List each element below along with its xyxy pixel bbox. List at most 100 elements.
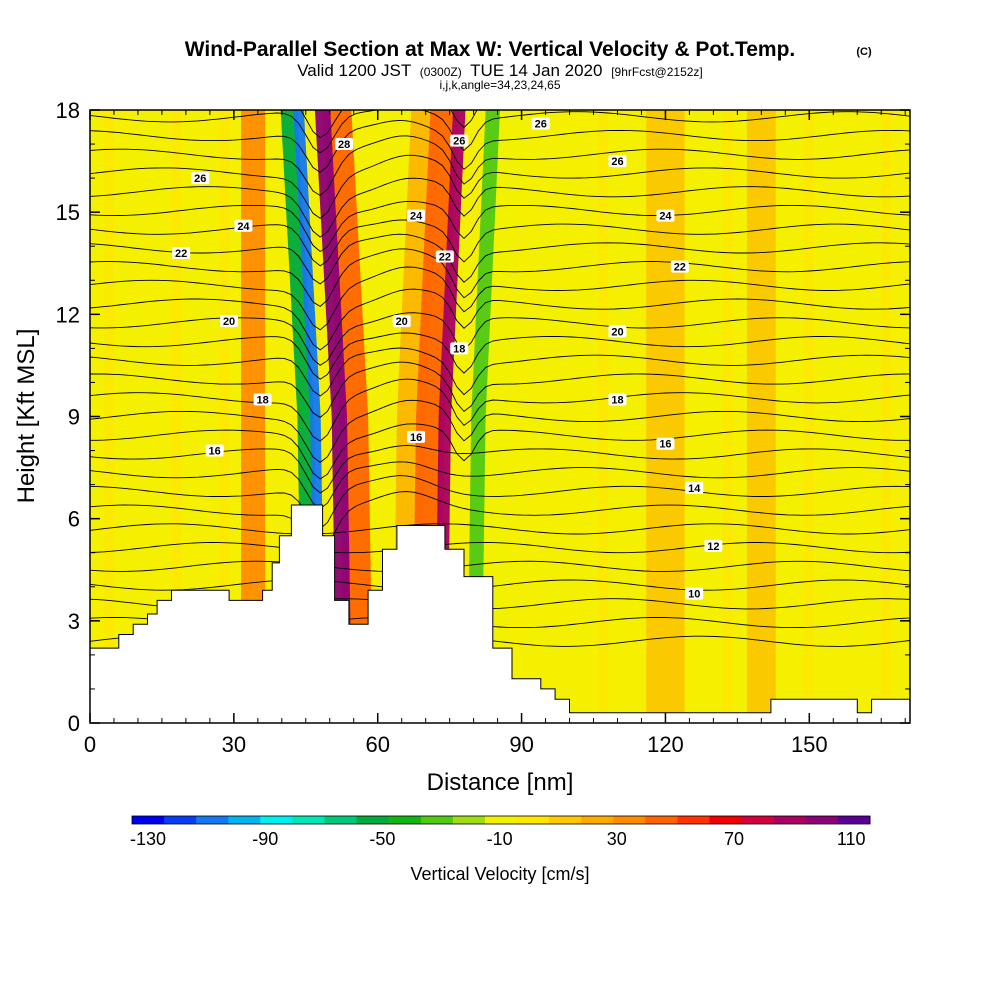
contour-label: 12 — [707, 541, 719, 553]
contour-label: 26 — [535, 119, 547, 131]
y-tick-label: 9 — [68, 405, 80, 430]
colorbar-swatch — [741, 816, 775, 824]
theta-contours — [90, 110, 910, 647]
contour-label: 22 — [674, 262, 686, 274]
contour-label: 10 — [688, 589, 700, 601]
contour-label: 24 — [410, 211, 423, 223]
theta-contour-line — [90, 461, 910, 510]
y-tick-label: 6 — [68, 507, 80, 532]
theta-contour-line — [90, 135, 910, 197]
theta-contour-line — [90, 491, 910, 553]
contour-label-bg — [656, 437, 675, 450]
theta-contour-line — [90, 110, 910, 154]
subtitle-date: TUE 14 Jan 2020 — [470, 61, 602, 80]
colorbar-swatch — [132, 816, 165, 824]
y-axis-label: Height [Kft MSL] — [13, 329, 40, 504]
contour-label: 20 — [223, 316, 235, 328]
theta-contour-line — [90, 233, 910, 285]
contour-label-bg — [531, 117, 550, 130]
x-axis-label: Distance [nm] — [427, 769, 574, 796]
contour-label: 22 — [439, 251, 451, 263]
updraft-band-0 — [646, 110, 685, 723]
contour-label: 20 — [396, 316, 408, 328]
chart-indices: i,j,k,angle=34,23,24,65 — [439, 78, 560, 92]
x-tick-label: 60 — [365, 732, 389, 757]
contour-label-bg — [656, 209, 675, 222]
contour-label-bg — [191, 172, 210, 185]
contour-labels: 26 24 22 20 18 16 28 26 24 22 20 18 16 26 26 24 22 20 18 16… — [172, 117, 723, 601]
theta-contour-line — [90, 361, 910, 418]
contour-label-bg — [685, 482, 704, 495]
theta-contour-line — [90, 378, 910, 442]
theta-contour-line — [90, 154, 910, 219]
colorbar-swatch — [484, 816, 518, 824]
axis-ticks: 0 30 60 90 120 150 0 3 6 9 12 15 18 — [56, 98, 910, 757]
contour-label: 16 — [209, 446, 221, 458]
colorbar-tick-label: -90 — [252, 829, 278, 849]
contour-label: 26 — [194, 173, 206, 185]
contour-label: 24 — [237, 221, 250, 233]
theta-contour-line — [90, 248, 910, 307]
colorbar-swatch — [709, 816, 743, 824]
colorbar-frame — [131, 815, 871, 825]
colorbar-tick-label: -10 — [487, 829, 513, 849]
colorbar-tick-label: 30 — [607, 829, 627, 849]
plot-area: 26 24 22 20 18 16 28 26 24 22 20 18 16 26 26 24 22 20 18 16… — [90, 110, 910, 723]
contour-label-bg — [392, 315, 411, 328]
colorbar: -130 -90 -50 -10 30 70 110 — [130, 815, 871, 849]
colorbar-swatch — [613, 816, 646, 824]
downdraft-band-5 — [219, 110, 230, 723]
contour-label: 18 — [611, 394, 623, 406]
chart-subtitle: Valid 1200 JST (0300Z) TUE 14 Jan 2020 [… — [297, 61, 703, 80]
contour-label-bg — [685, 587, 704, 600]
colorbar-tick-label: 110 — [837, 829, 866, 849]
colorbar-label: Vertical Velocity [cm/s] — [410, 864, 589, 884]
contour-label: 16 — [410, 432, 422, 444]
theta-contour-line — [90, 332, 910, 380]
colorbar-swatch — [517, 816, 550, 824]
contour-label-bg — [407, 430, 426, 443]
contour-label: 24 — [659, 211, 672, 223]
terrain-mask — [90, 504, 910, 723]
contour-label: 18 — [257, 394, 269, 406]
y-tick-label: 15 — [56, 200, 80, 225]
contour-label: 28 — [338, 139, 350, 151]
colorbar-swatch — [837, 816, 871, 824]
contour-label-bg — [608, 155, 627, 168]
theta-contour-line — [90, 399, 910, 463]
downdraft-band-2 — [804, 110, 815, 723]
theta-contour-line — [90, 219, 910, 267]
colorbar-swatch — [420, 816, 454, 824]
y-tick-label: 18 — [56, 98, 80, 123]
y-tick-label: 12 — [56, 302, 80, 327]
contour-label-bg — [335, 138, 354, 151]
colorbar-swatch — [581, 816, 614, 824]
contour-label-bg — [608, 393, 627, 406]
contour-label-bg — [704, 539, 723, 552]
x-tick-label: 120 — [647, 732, 684, 757]
contour-label-bg — [435, 250, 454, 263]
theta-contour-line — [90, 266, 910, 331]
colorbar-tick-label: 70 — [724, 829, 744, 849]
colorbar-tick-label: -50 — [369, 829, 395, 849]
x-tick-label: 0 — [84, 732, 96, 757]
velocity-bands — [104, 110, 891, 723]
downdraft-band-7 — [481, 110, 524, 723]
theta-contour-line — [90, 444, 910, 494]
theta-contour-line — [90, 200, 910, 253]
theta-contour-line — [90, 119, 910, 173]
contour-label-bg — [608, 325, 627, 338]
contour-label-bg — [220, 315, 239, 328]
contour-label-bg — [450, 342, 469, 355]
theta-contour-line — [90, 347, 910, 397]
contour-label-bg — [450, 134, 469, 147]
theta-contour-line — [90, 523, 910, 535]
contour-label-bg — [172, 247, 191, 260]
updraft-band-1 — [746, 110, 776, 723]
contour-label: 18 — [453, 343, 465, 355]
theta-contour-line — [90, 542, 910, 554]
subtitle-utc: (0300Z) — [420, 65, 462, 79]
subtitle-valid: Valid 1200 JST — [297, 61, 411, 80]
downdraft-band-4 — [171, 110, 182, 723]
colorbar-swatch — [356, 816, 390, 824]
